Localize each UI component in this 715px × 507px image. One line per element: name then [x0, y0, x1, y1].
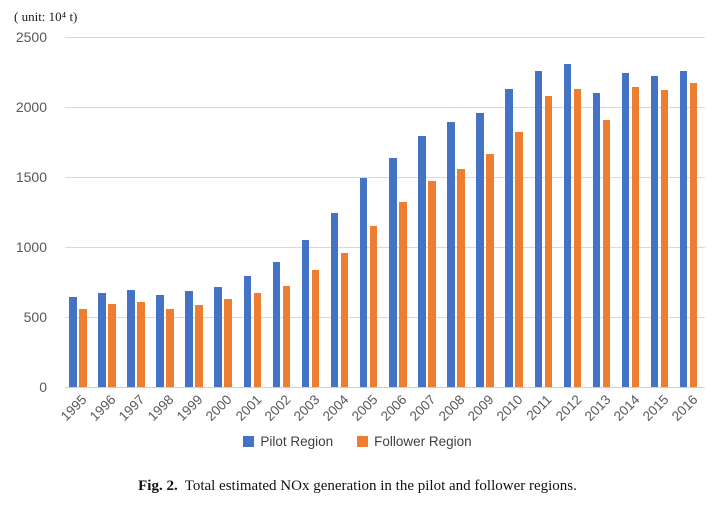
- pilot-bar-2000: [214, 286, 222, 387]
- legend: Pilot Region Follower Region: [0, 434, 715, 449]
- follower-bar-2011: [544, 95, 552, 387]
- y-tick-label-0: 0: [39, 379, 47, 395]
- bar-group-2003: [298, 37, 327, 387]
- pilot-bar-1995: [69, 296, 77, 387]
- pilot-bar-2013: [592, 93, 601, 387]
- caption-text: Total estimated NOx generation in the pi…: [184, 478, 577, 494]
- pilot-bar-2016: [679, 71, 688, 387]
- pilot-bar-1997: [127, 290, 135, 387]
- y-tick-label-1500: 1500: [15, 169, 47, 185]
- plot-area: [65, 37, 705, 388]
- follower-swatch-icon: [357, 436, 369, 447]
- gridline-500: [65, 317, 705, 318]
- bar-groups: [65, 37, 705, 387]
- bar-group-2005: [356, 37, 385, 387]
- gridline-2000: [65, 107, 705, 108]
- bar-group-2011: [531, 37, 560, 387]
- pilot-bar-2011: [534, 71, 542, 387]
- legend-item-pilot: Pilot Region: [243, 434, 333, 449]
- bar-group-1999: [181, 37, 210, 387]
- bar-group-1998: [152, 37, 181, 387]
- pilot-bar-2007: [418, 136, 426, 387]
- follower-bar-2006: [399, 201, 407, 387]
- bar-group-2004: [327, 37, 356, 387]
- unit-label: ( unit: 10⁴ t): [14, 9, 78, 24]
- follower-bar-2000: [224, 298, 232, 387]
- legend-label-follower: Follower Region: [374, 434, 472, 449]
- follower-bar-2013: [602, 120, 611, 387]
- figure-caption: Fig. 2. Total estimated NOx generation in…: [0, 478, 715, 495]
- follower-bar-2003: [311, 270, 320, 387]
- pilot-bar-2006: [389, 158, 397, 387]
- pilot-bar-2012: [563, 63, 572, 387]
- y-tick-label-2500: 2500: [15, 29, 47, 45]
- follower-bar-2016: [689, 82, 698, 387]
- bar-group-2010: [501, 37, 530, 387]
- legend-label-pilot: Pilot Region: [260, 434, 334, 449]
- bar-group-2013: [589, 37, 618, 387]
- follower-bar-2012: [573, 88, 582, 387]
- follower-bar-2002: [282, 286, 291, 387]
- bar-group-1995: [65, 37, 94, 387]
- bar-group-2002: [269, 37, 298, 387]
- bar-group-2009: [472, 37, 501, 387]
- pilot-bar-2002: [272, 262, 281, 387]
- pilot-bar-2003: [301, 240, 310, 387]
- y-axis: 0 500 1000 1500 2000 2500: [0, 0, 55, 507]
- follower-bar-2007: [428, 180, 436, 387]
- follower-bar-2005: [369, 226, 378, 387]
- pilot-bar-1996: [98, 293, 106, 387]
- bar-group-2001: [240, 37, 269, 387]
- follower-bar-2008: [457, 168, 465, 387]
- bar-group-2008: [443, 37, 472, 387]
- follower-bar-1999: [195, 305, 203, 387]
- bar-group-2015: [647, 37, 676, 387]
- follower-bar-2001: [253, 292, 262, 387]
- legend-item-follower: Follower Region: [357, 434, 472, 449]
- pilot-bar-1998: [156, 294, 164, 387]
- y-tick-label-2000: 2000: [15, 99, 47, 115]
- pilot-bar-2015: [650, 75, 659, 387]
- pilot-bar-2010: [505, 88, 513, 387]
- follower-bar-1998: [166, 309, 174, 387]
- bar-group-2012: [560, 37, 589, 387]
- pilot-bar-2008: [447, 121, 455, 387]
- follower-bar-2004: [340, 252, 349, 387]
- follower-bar-1995: [79, 308, 87, 387]
- pilot-bar-2014: [621, 72, 630, 387]
- follower-bar-2014: [631, 87, 640, 387]
- pilot-bar-2001: [243, 275, 252, 387]
- bar-group-1997: [123, 37, 152, 387]
- pilot-bar-2009: [476, 113, 484, 387]
- follower-bar-2010: [515, 131, 523, 387]
- bar-group-2006: [385, 37, 414, 387]
- bar-group-1996: [94, 37, 123, 387]
- bar-group-2007: [414, 37, 443, 387]
- gridline-2500: [65, 37, 705, 38]
- caption-fig-label: Fig. 2.: [138, 478, 178, 494]
- follower-bar-2009: [486, 153, 494, 387]
- gridline-1500: [65, 177, 705, 178]
- y-tick-label-1000: 1000: [15, 239, 47, 255]
- gridline-0: [65, 387, 705, 388]
- follower-bar-1997: [137, 301, 145, 387]
- bar-group-2014: [618, 37, 647, 387]
- bar-group-2000: [210, 37, 239, 387]
- y-tick-label-500: 500: [23, 309, 47, 325]
- pilot-bar-2005: [359, 177, 368, 387]
- pilot-bar-1999: [185, 291, 193, 387]
- gridline-1000: [65, 247, 705, 248]
- follower-bar-2015: [660, 89, 669, 387]
- follower-bar-1996: [108, 303, 116, 387]
- pilot-bar-2004: [330, 213, 339, 387]
- pilot-swatch-icon: [243, 436, 255, 447]
- bar-group-2016: [676, 37, 705, 387]
